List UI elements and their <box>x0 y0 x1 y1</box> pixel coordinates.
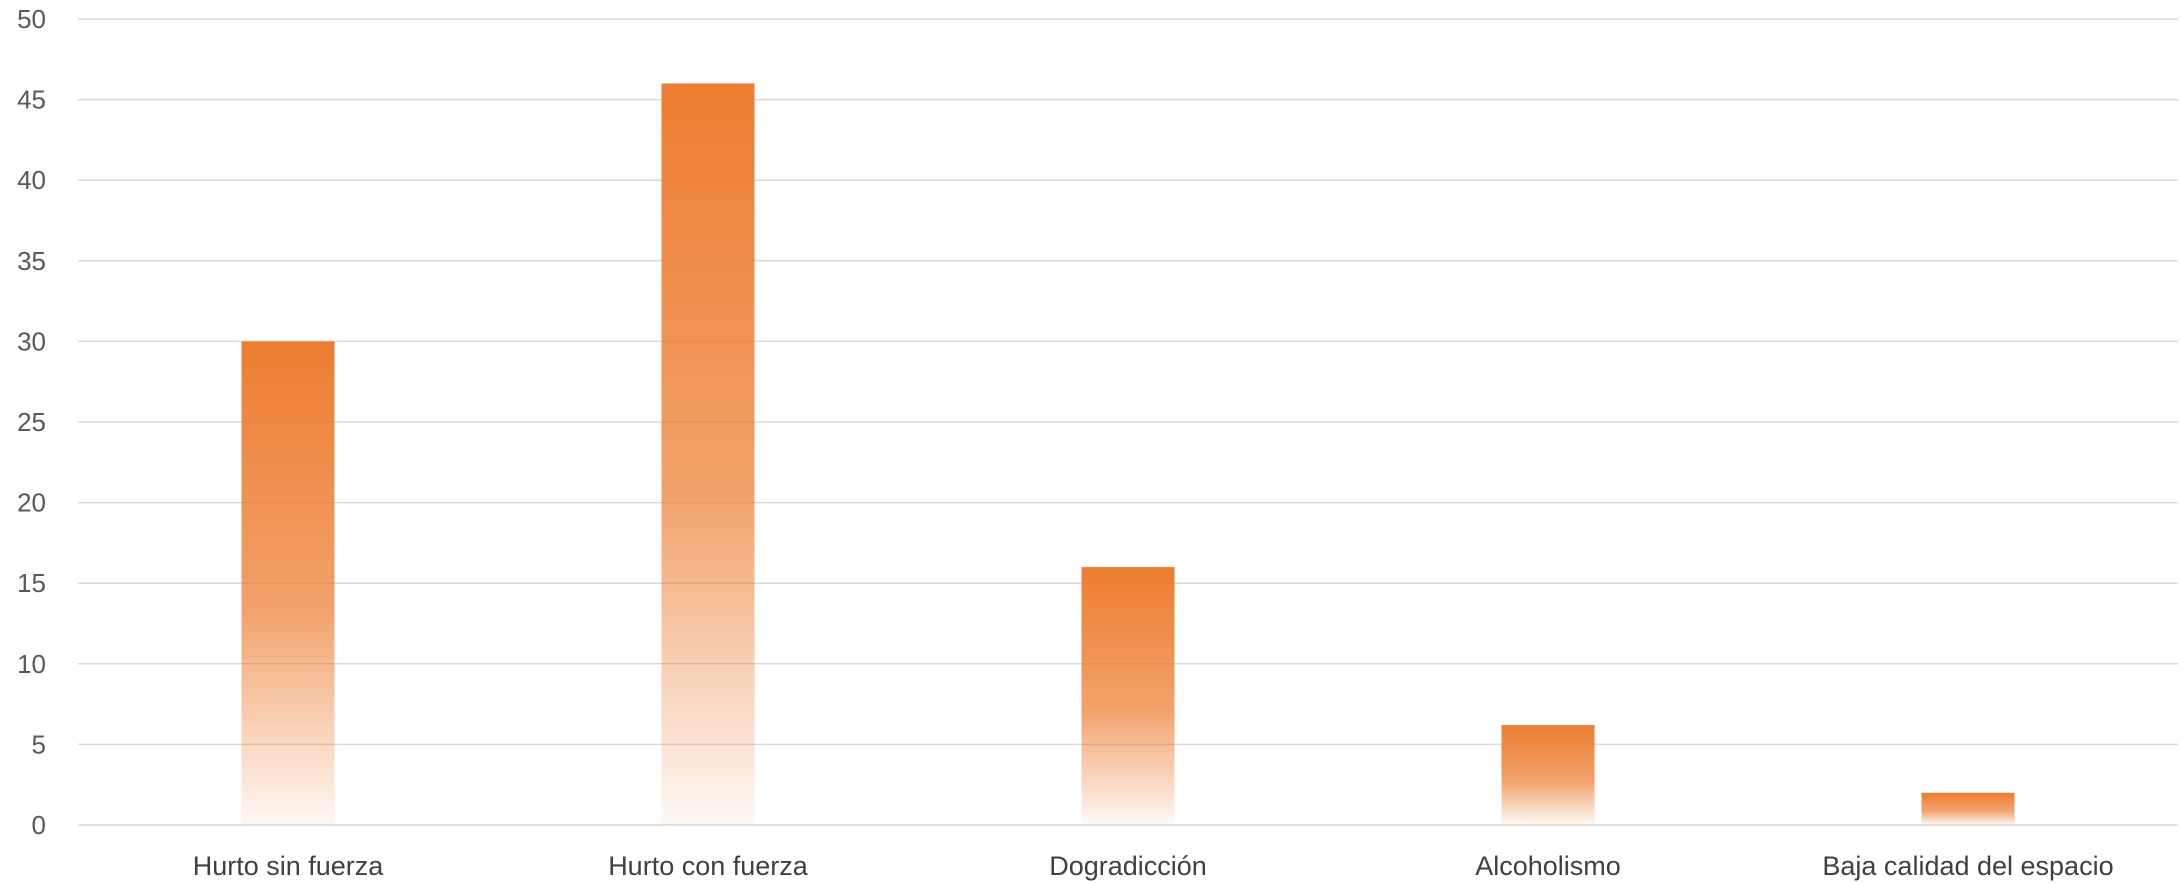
x-category-label: Hurto sin fuerza <box>193 851 385 881</box>
bar-1 <box>661 83 755 826</box>
bar-4 <box>1921 792 2015 825</box>
x-category-label: Baja calidad del espacio <box>1822 851 2113 881</box>
y-tick-label: 40 <box>17 165 46 195</box>
y-tick-label: 45 <box>17 85 46 115</box>
y-tick-label: 25 <box>17 407 46 437</box>
y-tick-label: 20 <box>17 488 46 518</box>
y-axis-tick-labels: 0 5 10 15 20 25 30 35 40 45 50 <box>17 4 46 840</box>
x-category-label: Alcoholismo <box>1475 851 1621 881</box>
y-tick-label: 5 <box>32 729 46 759</box>
bar-3 <box>1501 725 1595 825</box>
y-tick-label: 50 <box>17 4 46 34</box>
x-axis-category-labels: Hurto sin fuerza Hurto con fuerza Dogradic… <box>193 851 2114 881</box>
bar-2 <box>1081 567 1175 825</box>
bar-0 <box>241 341 335 825</box>
bars <box>241 83 2015 826</box>
x-category-label: Hurto con fuerza <box>608 851 809 881</box>
grid-lines <box>78 18 2178 826</box>
y-tick-label: 15 <box>17 568 46 598</box>
x-category-label: Dogradicción <box>1049 851 1207 881</box>
y-tick-label: 35 <box>17 246 46 276</box>
y-tick-label: 0 <box>32 810 46 840</box>
y-tick-label: 30 <box>17 326 46 356</box>
y-tick-label: 10 <box>17 649 46 679</box>
